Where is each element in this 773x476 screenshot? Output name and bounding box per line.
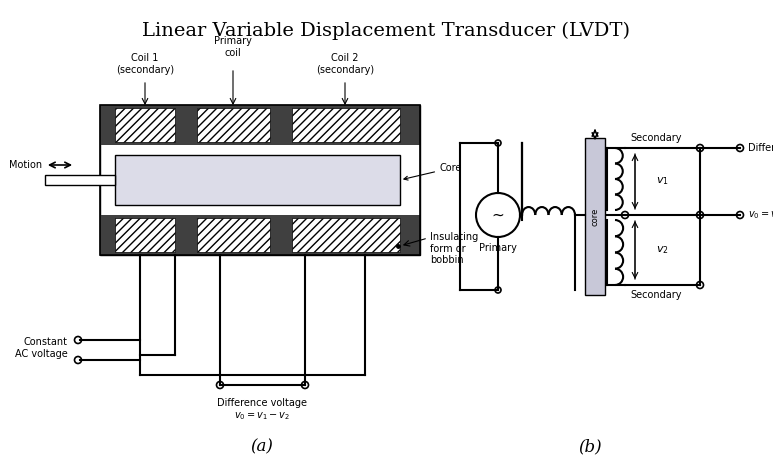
Text: $v_0 = v_1 - v_2$: $v_0 = v_1 - v_2$ xyxy=(748,209,773,221)
Text: Constant
AC voltage: Constant AC voltage xyxy=(15,337,68,359)
Bar xyxy=(197,108,270,142)
Bar xyxy=(115,108,175,142)
Text: $v_0 = v_1 - v_2$: $v_0 = v_1 - v_2$ xyxy=(234,410,290,422)
Text: Insulating
form or
bobbin: Insulating form or bobbin xyxy=(430,232,478,265)
Text: Motion: Motion xyxy=(9,160,42,170)
Bar xyxy=(45,175,115,185)
Bar xyxy=(292,218,400,252)
Text: Coil 2
(secondary): Coil 2 (secondary) xyxy=(316,53,374,75)
Text: core: core xyxy=(591,208,600,226)
Text: Coil 1
(secondary): Coil 1 (secondary) xyxy=(116,53,174,75)
Text: Difference voltage: Difference voltage xyxy=(217,398,307,408)
Bar xyxy=(100,105,420,255)
Bar xyxy=(100,105,420,255)
Text: Secondary: Secondary xyxy=(630,133,682,143)
Text: ~: ~ xyxy=(492,208,504,222)
Bar xyxy=(292,108,400,142)
Bar xyxy=(197,218,270,252)
Bar xyxy=(115,218,175,252)
Bar xyxy=(585,138,605,295)
Text: (a): (a) xyxy=(250,438,274,455)
Bar xyxy=(100,105,420,145)
Text: Secondary: Secondary xyxy=(630,290,682,300)
Text: Linear Variable Displacement Transducer (LVDT): Linear Variable Displacement Transducer … xyxy=(142,22,630,40)
Text: (b): (b) xyxy=(578,438,602,455)
Bar xyxy=(100,215,420,255)
Text: Primary
coil: Primary coil xyxy=(214,36,252,58)
Text: Core: Core xyxy=(404,163,462,180)
Text: $v_1$: $v_1$ xyxy=(656,176,669,188)
Text: Difference voltage: Difference voltage xyxy=(748,143,773,153)
Text: Primary: Primary xyxy=(479,243,517,253)
Bar xyxy=(115,155,400,205)
Text: $v_2$: $v_2$ xyxy=(656,244,669,256)
